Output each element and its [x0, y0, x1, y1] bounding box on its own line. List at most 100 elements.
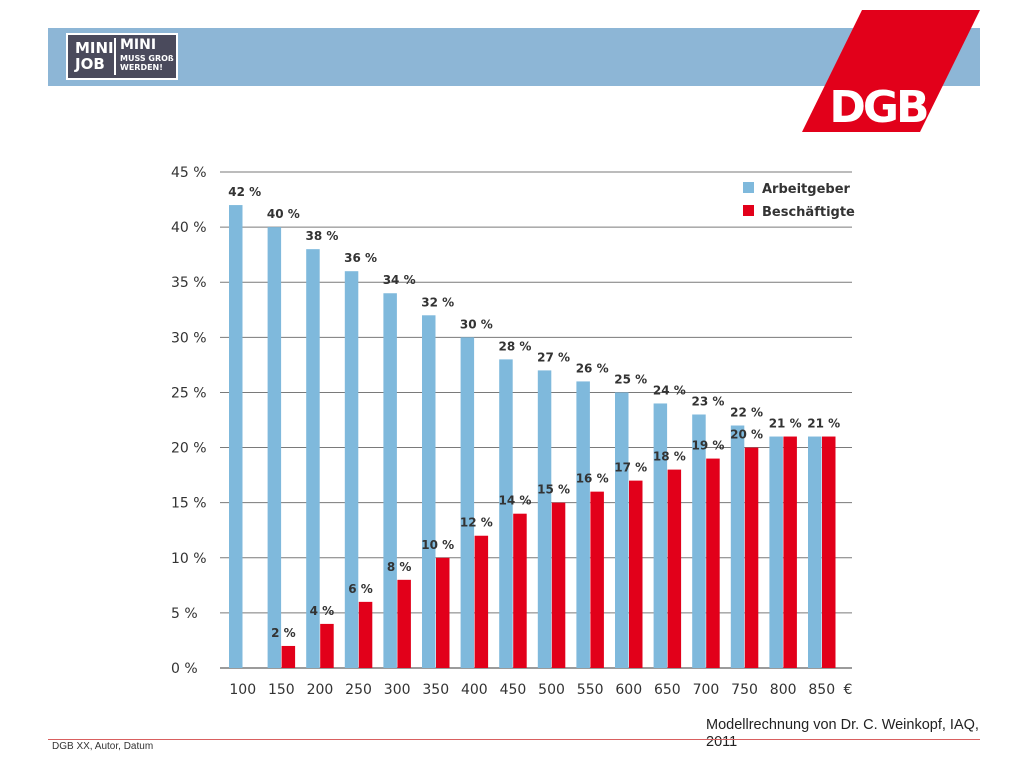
data-label-arbeitgeber: 22 % — [730, 406, 763, 420]
x-tick-label: 550 — [577, 682, 604, 698]
x-tick-label: 200 — [307, 682, 334, 698]
legend-swatch-beschaeftigte — [743, 205, 754, 216]
logo-slogan-line2: MUSS GROß — [120, 54, 174, 63]
bar-arbeitgeber — [615, 392, 629, 668]
bar-arbeitgeber — [499, 359, 513, 668]
data-label-arbeitgeber: 28 % — [498, 339, 531, 353]
bar-beschaeftigte — [706, 458, 720, 668]
bar-arbeitgeber — [576, 381, 590, 668]
bar-arbeitgeber — [692, 414, 706, 668]
bar-beschaeftigte — [436, 557, 450, 668]
x-tick-label: 400 — [461, 682, 488, 698]
data-label-arbeitgeber: 24 % — [653, 383, 686, 397]
bar-beschaeftigte — [474, 535, 489, 668]
label-layer: 0 % 5 % 10 % 15 % 20 % 25 % 30 % 35 % 40 % 45 % 42… — [171, 165, 852, 698]
y-tick-label: 35 % — [171, 275, 207, 291]
dgb-logo: DGB — [802, 10, 980, 132]
x-tick-label: 850 — [808, 682, 835, 698]
bar-arbeitgeber — [306, 249, 320, 668]
footer-text: DGB XX, Autor, Datum — [52, 741, 154, 752]
bar-arbeitgeber — [537, 370, 552, 668]
data-label-beschaeftigte: 15 % — [537, 483, 570, 497]
data-label-arbeitgeber: 26 % — [576, 361, 609, 375]
legend-label-beschaeftigte: Beschäftigte — [762, 205, 855, 220]
bar-beschaeftigte — [629, 480, 643, 668]
y-tick-label: 25 % — [171, 385, 207, 401]
footer-divider — [48, 739, 980, 740]
logo-slogan-line3: WERDEN! — [120, 63, 163, 72]
data-label-arbeitgeber: 21 % — [807, 417, 840, 431]
data-label-beschaeftigte: 20 % — [730, 428, 763, 442]
x-tick-label: 700 — [693, 682, 720, 698]
source-note: Modellrechnung von Dr. C. Weinkopf, IAQ,… — [706, 717, 979, 750]
bar-beschaeftigte — [513, 513, 527, 668]
y-tick-label: 15 % — [171, 496, 207, 512]
data-label-arbeitgeber: 21 % — [769, 417, 802, 431]
x-tick-label: 250 — [345, 682, 372, 698]
bar-beschaeftigte — [551, 502, 566, 668]
data-label-beschaeftigte: 10 % — [421, 538, 454, 552]
data-label-arbeitgeber: 25 % — [614, 372, 647, 386]
bar-arbeitgeber — [422, 315, 436, 668]
x-tick-label: 750 — [731, 682, 758, 698]
bar-beschaeftigte — [590, 491, 604, 668]
logo-slogan-line1: MINI — [120, 37, 157, 53]
bar-beschaeftigte — [358, 601, 373, 668]
dgb-logo-text: DGB — [829, 82, 927, 132]
y-tick-label: 10 % — [171, 551, 207, 567]
x-tick-label: 800 — [770, 682, 797, 698]
bar-beschaeftigte — [783, 436, 797, 668]
y-tick-label: 0 % — [171, 661, 198, 677]
bar-beschaeftigte — [397, 579, 411, 668]
data-label-beschaeftigte: 18 % — [653, 450, 686, 464]
logo-mini-line1: MINI — [75, 39, 114, 57]
x-tick-label: 350 — [422, 682, 449, 698]
x-tick-label: 650 — [654, 682, 681, 698]
data-label-beschaeftigte: 6 % — [348, 582, 373, 596]
data-label-arbeitgeber: 38 % — [305, 229, 338, 243]
legend-swatch-arbeitgeber — [743, 182, 754, 193]
bar-beschaeftigte — [822, 436, 836, 668]
bar-arbeitgeber — [808, 436, 822, 668]
data-label-beschaeftigte: 12 % — [460, 516, 493, 530]
bar-arbeitgeber — [653, 403, 668, 668]
data-label-beschaeftigte: 17 % — [614, 461, 647, 475]
data-label-arbeitgeber: 42 % — [228, 185, 261, 199]
x-tick-label: 450 — [500, 682, 527, 698]
bar-beschaeftigte — [744, 447, 759, 668]
bar-arbeitgeber — [229, 205, 243, 669]
bar-beschaeftigte — [320, 623, 334, 668]
data-label-beschaeftigte: 2 % — [271, 626, 296, 640]
y-tick-label: 40 % — [171, 220, 207, 236]
y-tick-label: 30 % — [171, 330, 207, 346]
data-label-beschaeftigte: 16 % — [576, 472, 609, 486]
data-label-beschaeftigte: 14 % — [498, 494, 531, 508]
dgb-logo-shape — [802, 10, 980, 132]
legend: Arbeitgeber Beschäftigte — [743, 182, 855, 220]
data-label-arbeitgeber: 30 % — [460, 317, 493, 331]
bar-arbeitgeber — [383, 293, 397, 668]
minijob-logo-left: MINI JOB — [72, 38, 116, 75]
minijob-logo: MINI JOB MINI MUSS GROß WERDEN! — [66, 33, 178, 80]
bar-arbeitgeber — [460, 337, 475, 668]
logo-mini-line2: JOB — [75, 55, 105, 73]
bar-beschaeftigte — [281, 645, 296, 668]
data-label-beschaeftigte: 19 % — [691, 439, 724, 453]
x-unit-label: € — [844, 682, 853, 698]
header-bar — [48, 28, 980, 86]
y-tick-label: 5 % — [171, 606, 198, 622]
legend-label-arbeitgeber: Arbeitgeber — [762, 182, 851, 197]
data-label-beschaeftigte: 4 % — [310, 604, 335, 618]
bar-beschaeftigte — [667, 469, 682, 668]
bar-arbeitgeber — [344, 271, 359, 668]
y-tick-label: 20 % — [171, 441, 207, 457]
data-label-arbeitgeber: 32 % — [421, 295, 454, 309]
y-tick-label: 45 % — [171, 165, 207, 181]
x-tick-label: 100 — [229, 682, 256, 698]
bar-arbeitgeber — [730, 425, 745, 668]
x-tick-label: 500 — [538, 682, 565, 698]
data-label-arbeitgeber: 27 % — [537, 350, 570, 364]
bar-arbeitgeber — [769, 436, 783, 668]
data-label-arbeitgeber: 23 % — [691, 394, 724, 408]
